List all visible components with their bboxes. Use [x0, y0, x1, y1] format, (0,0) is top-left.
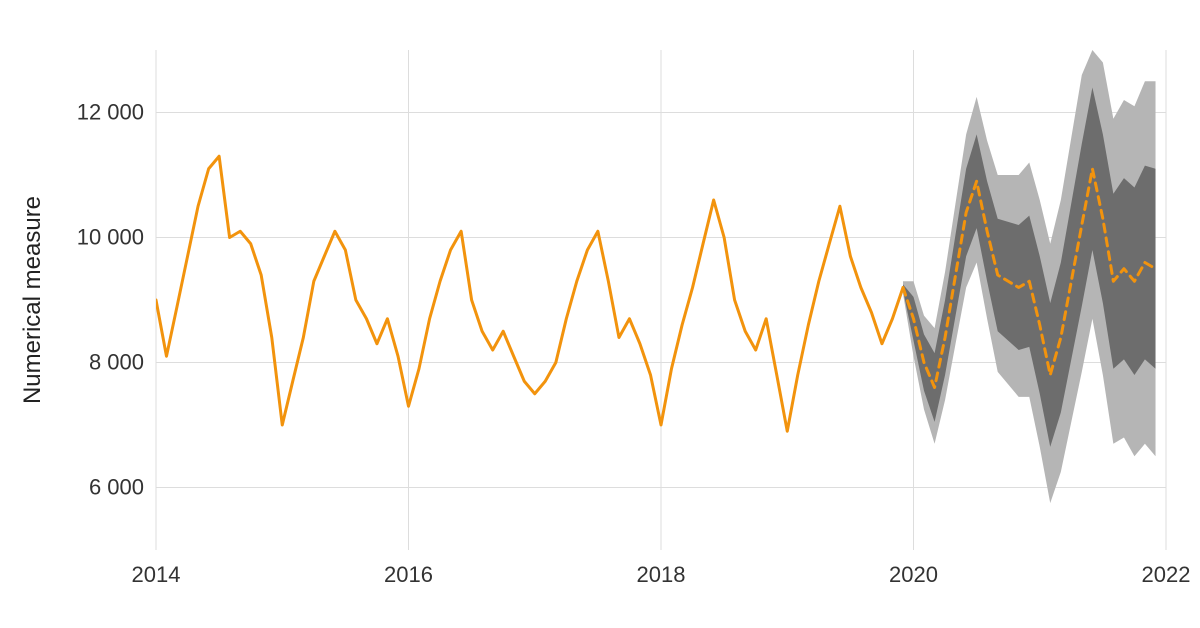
x-tick-label: 2018 — [637, 562, 686, 587]
forecast-chart: 6 000 8 000 10 000 12 000 2014 2016 2018 2020 20… — [0, 0, 1200, 628]
x-tick-label: 2022 — [1142, 562, 1191, 587]
y-tick-label: 10 000 — [77, 225, 144, 250]
chart-svg: 6 000 8 000 10 000 12 000 2014 2016 2018 2020 20… — [0, 0, 1200, 628]
x-tick-label: 2020 — [889, 562, 938, 587]
y-tick-label: 12 000 — [77, 100, 144, 125]
y-tick-label: 8 000 — [89, 350, 144, 375]
x-tick-label: 2014 — [132, 562, 181, 587]
y-tick-label: 6 000 — [89, 475, 144, 500]
x-tick-label: 2016 — [384, 562, 433, 587]
y-axis-title: Numerical measure — [19, 196, 46, 404]
